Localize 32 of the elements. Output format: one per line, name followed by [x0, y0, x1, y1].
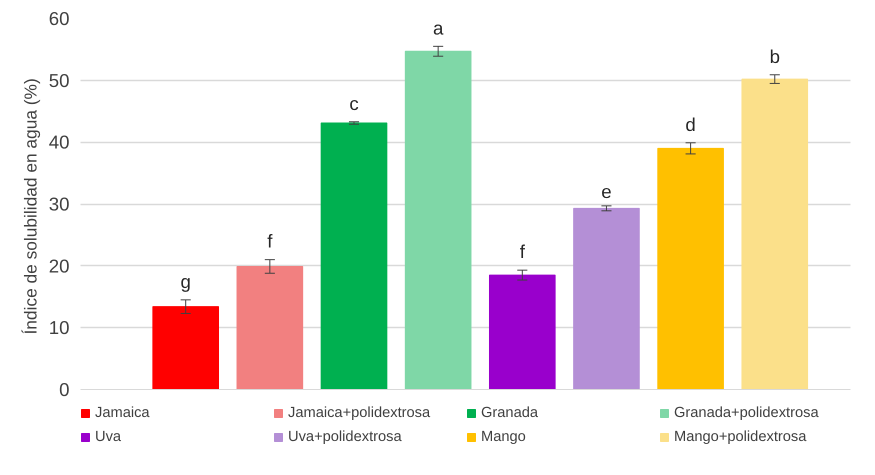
bar — [404, 50, 472, 390]
bar — [657, 148, 724, 390]
data-label: f — [520, 241, 526, 262]
legend-label: Mango+polidextrosa — [674, 429, 808, 445]
bar — [320, 122, 388, 390]
data-label: a — [432, 17, 444, 38]
y-tick-label: 0 — [59, 379, 70, 400]
legend-label: Uva — [95, 429, 122, 445]
data-label: b — [770, 46, 780, 67]
y-tick-label: 60 — [48, 8, 70, 29]
y-tick-label: 50 — [48, 70, 70, 91]
legend-label: Granada — [481, 405, 540, 421]
legend-label: Uva+polidextrosa — [288, 429, 403, 445]
bar — [236, 266, 304, 390]
bar — [741, 78, 808, 390]
legend-label: Jamaica — [95, 405, 151, 421]
legend-label: Mango — [481, 429, 527, 445]
y-tick-label: 20 — [48, 255, 70, 276]
legend-label: Granada+polidextrosa — [674, 405, 820, 421]
data-label: f — [267, 230, 274, 252]
y-tick-label: 40 — [48, 132, 70, 153]
y-axis-title: Índice de solubilidad en agua (%) — [20, 78, 41, 335]
bar — [573, 208, 640, 390]
legend-label: Jamaica+polidextrosa — [288, 405, 432, 421]
y-tick-label: 10 — [48, 317, 70, 338]
bar — [488, 274, 556, 390]
data-label: d — [685, 114, 696, 135]
bar — [152, 306, 220, 390]
data-label: g — [180, 270, 191, 292]
data-label: c — [349, 92, 359, 114]
y-tick-label: 30 — [48, 194, 70, 214]
data-label: e — [601, 180, 612, 202]
